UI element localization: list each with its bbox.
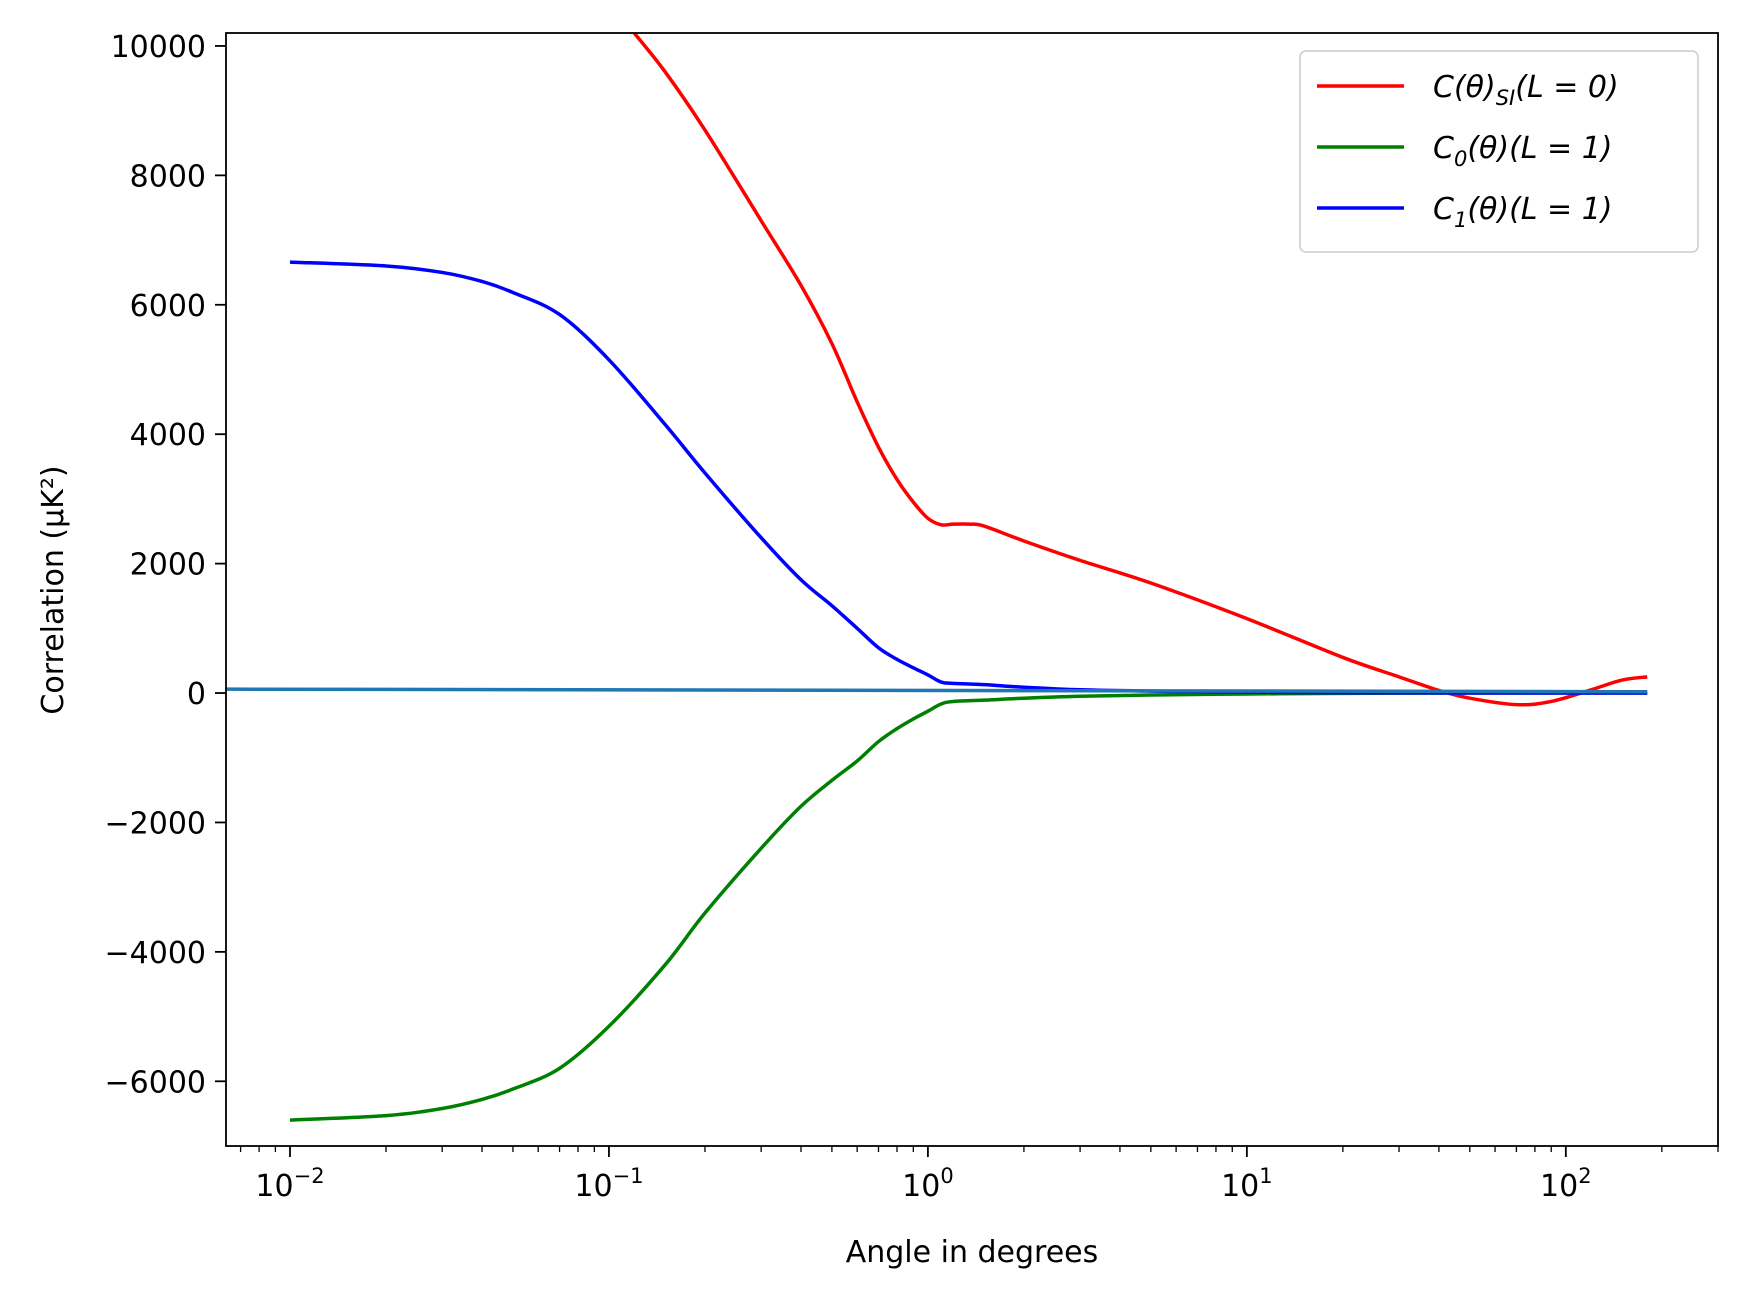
x-axis-label: Angle in degrees bbox=[846, 1235, 1099, 1270]
x-tick-label: 10−1 bbox=[574, 1164, 643, 1204]
series-line-2 bbox=[289, 691, 1648, 1122]
legend-box bbox=[1299, 50, 1699, 253]
y-axis: 10000 8000 6000 4000 2000 0 −2000 −4000 −6000 bbox=[105, 30, 226, 1100]
series-line-3 bbox=[289, 260, 1648, 695]
y-tick-label: 2000 bbox=[130, 548, 206, 583]
legend-label: C(θ)SI(L = 0) bbox=[1433, 70, 1619, 110]
y-tick-label: −6000 bbox=[105, 1065, 206, 1100]
x-tick-label: 10−2 bbox=[255, 1164, 324, 1204]
y-tick-label: 10000 bbox=[111, 30, 206, 65]
legend: C(θ)SI(L = 0) C0(θ)(L = 1) C1(θ)(L = 1) bbox=[1299, 50, 1699, 253]
x-tick-label: 102 bbox=[1540, 1164, 1592, 1204]
series-layer bbox=[226, 33, 1648, 1122]
y-tick-label: 6000 bbox=[130, 289, 206, 324]
y-tick-label: 0 bbox=[187, 677, 206, 712]
y-axis-label: Correlation (μK²) bbox=[36, 465, 71, 714]
y-tick-label: −2000 bbox=[105, 806, 206, 841]
legend-label: C1(θ)(L = 1) bbox=[1433, 192, 1613, 232]
series-line-1 bbox=[632, 33, 1648, 707]
x-tick-label: 100 bbox=[902, 1164, 954, 1204]
y-tick-label: 4000 bbox=[130, 418, 206, 453]
y-tick-label: −4000 bbox=[105, 936, 206, 971]
series-line-4 bbox=[226, 687, 1648, 694]
legend-label: C0(θ)(L = 1) bbox=[1433, 131, 1613, 171]
x-axis: 10−2 10−1 100 101 102 bbox=[239, 1146, 1719, 1204]
y-tick-label: 8000 bbox=[130, 159, 206, 194]
x-tick-label: 101 bbox=[1221, 1164, 1273, 1204]
plot-frame bbox=[225, 32, 1719, 1147]
